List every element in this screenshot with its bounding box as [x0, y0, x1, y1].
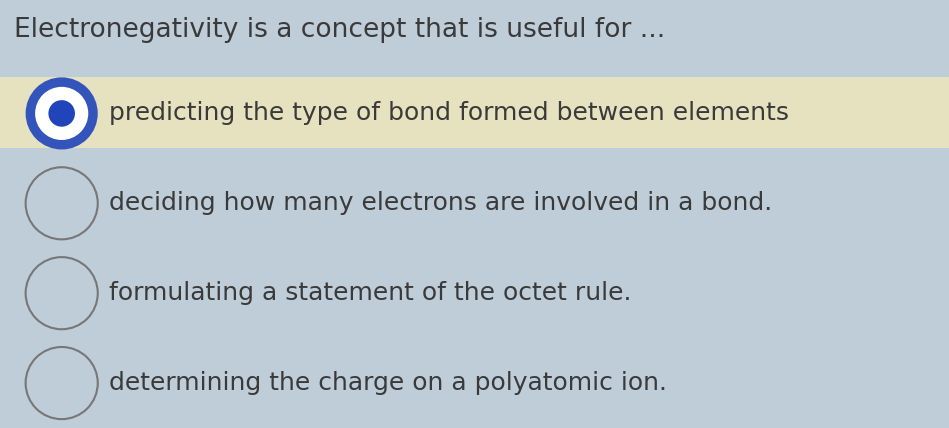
- Text: deciding how many electrons are involved in a bond.: deciding how many electrons are involved…: [109, 191, 772, 215]
- Text: predicting the type of bond formed between elements: predicting the type of bond formed betwe…: [109, 101, 790, 125]
- Ellipse shape: [26, 257, 98, 329]
- Ellipse shape: [26, 347, 98, 419]
- FancyBboxPatch shape: [0, 77, 949, 148]
- Ellipse shape: [26, 77, 98, 149]
- Ellipse shape: [35, 87, 88, 140]
- Ellipse shape: [26, 167, 98, 239]
- Ellipse shape: [48, 100, 75, 127]
- Text: formulating a statement of the octet rule.: formulating a statement of the octet rul…: [109, 281, 632, 305]
- Text: Electronegativity is a concept that is useful for ...: Electronegativity is a concept that is u…: [14, 17, 665, 43]
- Text: determining the charge on a polyatomic ion.: determining the charge on a polyatomic i…: [109, 371, 667, 395]
